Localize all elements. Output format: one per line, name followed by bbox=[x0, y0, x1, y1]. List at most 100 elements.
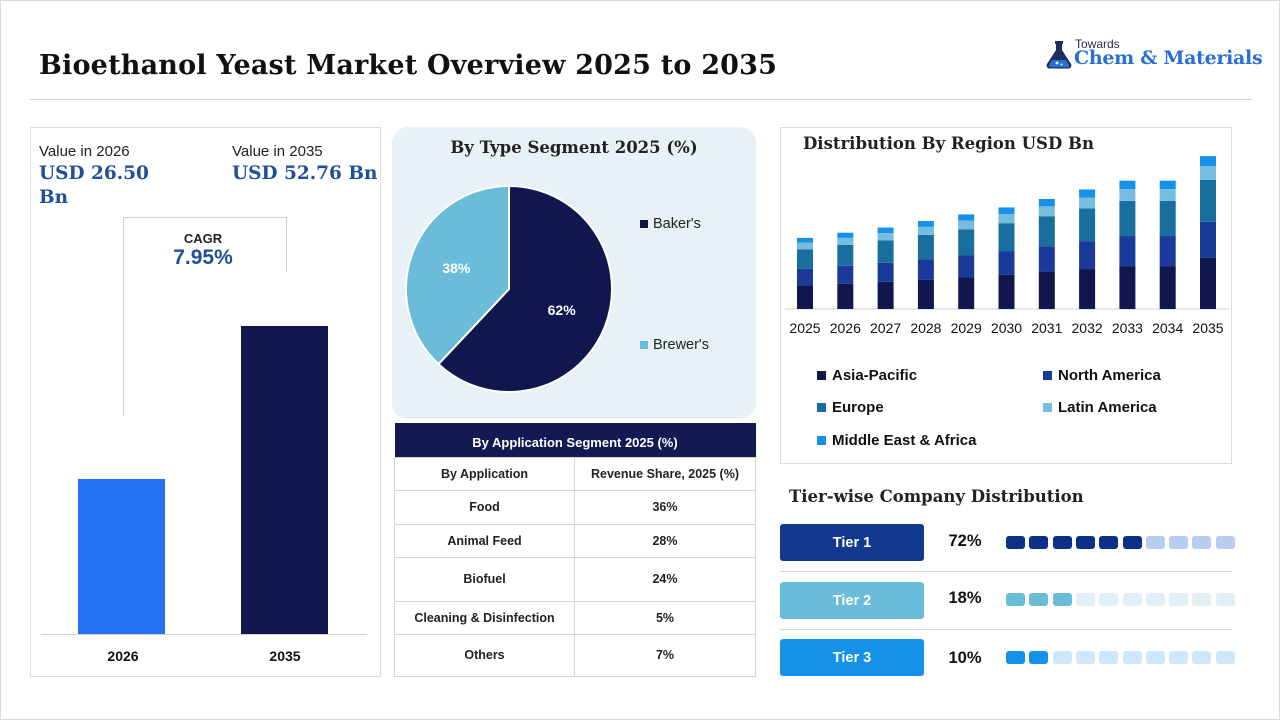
bar-segment-latin-america-2034 bbox=[1159, 189, 1176, 201]
application-share: 5% bbox=[574, 600, 756, 635]
bar-segment-middle-east-africa-2030 bbox=[998, 207, 1015, 215]
tier-3-label: Tier 3 bbox=[780, 639, 924, 676]
logo-text-small: Towards bbox=[1075, 37, 1120, 51]
bar-segment-asia-pacific-2030 bbox=[998, 274, 1015, 309]
tier-1-dot bbox=[1075, 536, 1095, 549]
application-table: By Application Segment 2025 (%) By Appli… bbox=[394, 423, 756, 677]
column-header-share: Revenue Share, 2025 (%) bbox=[574, 456, 756, 491]
bar-segment-latin-america-2033 bbox=[1119, 189, 1136, 201]
value-2026-line2: Bn bbox=[39, 187, 69, 208]
tier-2-dot bbox=[1052, 593, 1072, 606]
tier-2-dot bbox=[1075, 593, 1095, 606]
x-tick-label-2031: 2031 bbox=[1031, 320, 1062, 336]
bar-segment-latin-america-2032 bbox=[1079, 197, 1096, 209]
bar-segment-europe-2033 bbox=[1119, 200, 1136, 237]
table-row: Biofuel 24% bbox=[394, 556, 756, 602]
legend-label-bakers: Baker's bbox=[653, 216, 701, 232]
bar-segment-asia-pacific-2031 bbox=[1038, 271, 1055, 309]
legend-europe: Europe bbox=[817, 399, 884, 416]
tier-3-dot bbox=[1169, 651, 1189, 664]
bar-segment-latin-america-2027 bbox=[877, 233, 894, 241]
x-tick-label-2028: 2028 bbox=[910, 320, 941, 336]
legend-middle-east-africa: Middle East & Africa bbox=[817, 432, 976, 449]
pie-data-label-bakers: 62% bbox=[548, 302, 577, 318]
x-tick-label-2035: 2035 bbox=[1192, 320, 1223, 336]
value-2035-label: Value in 2035 bbox=[232, 143, 323, 160]
bar-segment-europe-2028 bbox=[917, 234, 934, 260]
bar-year-2026: 2026 bbox=[107, 648, 139, 664]
bar-segment-middle-east-africa-2026 bbox=[837, 232, 854, 238]
tier-3-dot bbox=[1029, 651, 1049, 664]
bar-segment-middle-east-africa-2027 bbox=[877, 227, 894, 234]
bar-segment-latin-america-2031 bbox=[1038, 206, 1055, 217]
type-segment-panel: By Type Segment 2025 (%) 62% 38% Baker's … bbox=[392, 127, 756, 419]
tier-1-dot bbox=[1099, 536, 1119, 549]
application-share: 24% bbox=[574, 556, 756, 602]
application-name: Animal Feed bbox=[394, 523, 575, 558]
tier-1-dot bbox=[1215, 536, 1235, 549]
tier-2-dot bbox=[1029, 593, 1049, 606]
bar-segment-asia-pacific-2034 bbox=[1159, 266, 1176, 309]
tier-3-dot bbox=[1192, 651, 1212, 664]
bar-segment-north-america-2028 bbox=[917, 259, 934, 280]
legend-swatch-middle-east-africa bbox=[817, 436, 826, 445]
type-segment-title: By Type Segment 2025 (%) bbox=[450, 138, 698, 157]
region-chart-title: Distribution By Region USD Bn bbox=[803, 134, 1094, 153]
x-tick-label-2025: 2025 bbox=[789, 320, 820, 336]
tier-3-dot bbox=[1215, 651, 1235, 664]
bar-segment-north-america-2027 bbox=[877, 262, 894, 282]
application-share: 36% bbox=[574, 489, 756, 525]
bar-segment-asia-pacific-2032 bbox=[1079, 269, 1096, 309]
bar-segment-europe-2025 bbox=[797, 249, 813, 269]
legend-swatch-europe bbox=[817, 403, 826, 412]
bar-segment-asia-pacific-2025 bbox=[797, 285, 813, 309]
bar-segment-north-america-2026 bbox=[837, 265, 854, 284]
bar-segment-middle-east-africa-2029 bbox=[958, 214, 975, 221]
table-row: Animal Feed 28% bbox=[394, 523, 756, 558]
tier-2-dot bbox=[1215, 593, 1235, 606]
legend-swatch-brewers bbox=[640, 341, 648, 349]
flask-icon bbox=[1046, 41, 1072, 69]
bar-segment-asia-pacific-2033 bbox=[1119, 266, 1136, 309]
legend-bakers: Baker's bbox=[640, 216, 701, 232]
tier-3-dot bbox=[1006, 651, 1025, 664]
application-name: Cleaning & Disinfection bbox=[394, 600, 575, 635]
bar-segment-middle-east-africa-2031 bbox=[1038, 199, 1055, 207]
legend-label-asia-pacific: Asia-Pacific bbox=[832, 367, 918, 384]
tier-3-percent: 10% bbox=[948, 649, 982, 667]
x-tick-label-2033: 2033 bbox=[1112, 320, 1143, 336]
bar-segment-middle-east-africa-2034 bbox=[1159, 180, 1176, 190]
legend-swatch-bakers bbox=[640, 220, 648, 228]
header-divider bbox=[30, 99, 1252, 100]
bar-segment-north-america-2029 bbox=[958, 255, 975, 278]
tier-section-title: Tier-wise Company Distribution bbox=[789, 487, 1084, 506]
bar-segment-north-america-2035 bbox=[1200, 221, 1216, 258]
cagr-label: CAGR bbox=[183, 231, 223, 246]
legend-swatch-north-america bbox=[1043, 371, 1052, 380]
value-2035: USD 52.76 Bn bbox=[232, 163, 378, 184]
tier-2-dot bbox=[1169, 593, 1189, 606]
table-row: Food 36% bbox=[394, 489, 756, 525]
bar-segment-europe-2035 bbox=[1200, 179, 1216, 222]
bar-segment-latin-america-2029 bbox=[958, 220, 975, 230]
tier-2-dot bbox=[1145, 593, 1165, 606]
legend-label-brewers: Brewer's bbox=[653, 337, 709, 353]
tier-2-dot bbox=[1122, 593, 1142, 606]
tier-1-dot bbox=[1006, 536, 1025, 549]
legend-asia-pacific: Asia-Pacific bbox=[817, 367, 917, 384]
tier-1-dot bbox=[1052, 536, 1072, 549]
bar-segment-middle-east-africa-2033 bbox=[1119, 180, 1136, 190]
application-share: 7% bbox=[574, 633, 756, 677]
bar-segment-europe-2034 bbox=[1159, 200, 1176, 237]
bar-segment-north-america-2025 bbox=[797, 268, 813, 286]
bar-segment-asia-pacific-2027 bbox=[877, 281, 894, 309]
bar-segment-europe-2029 bbox=[958, 229, 975, 256]
application-name: Food bbox=[394, 489, 575, 525]
bar-segment-middle-east-africa-2025 bbox=[797, 237, 813, 243]
value-2026-label: Value in 2026 bbox=[39, 143, 130, 160]
application-share: 28% bbox=[574, 523, 756, 558]
legend-label-middle-east-africa: Middle East & Africa bbox=[832, 432, 977, 449]
region-chart-panel: Distribution By Region USD Bn 2025 2026 20… bbox=[780, 127, 1232, 464]
tier-3-dot bbox=[1122, 651, 1142, 664]
bar-segment-middle-east-africa-2035 bbox=[1200, 156, 1216, 166]
